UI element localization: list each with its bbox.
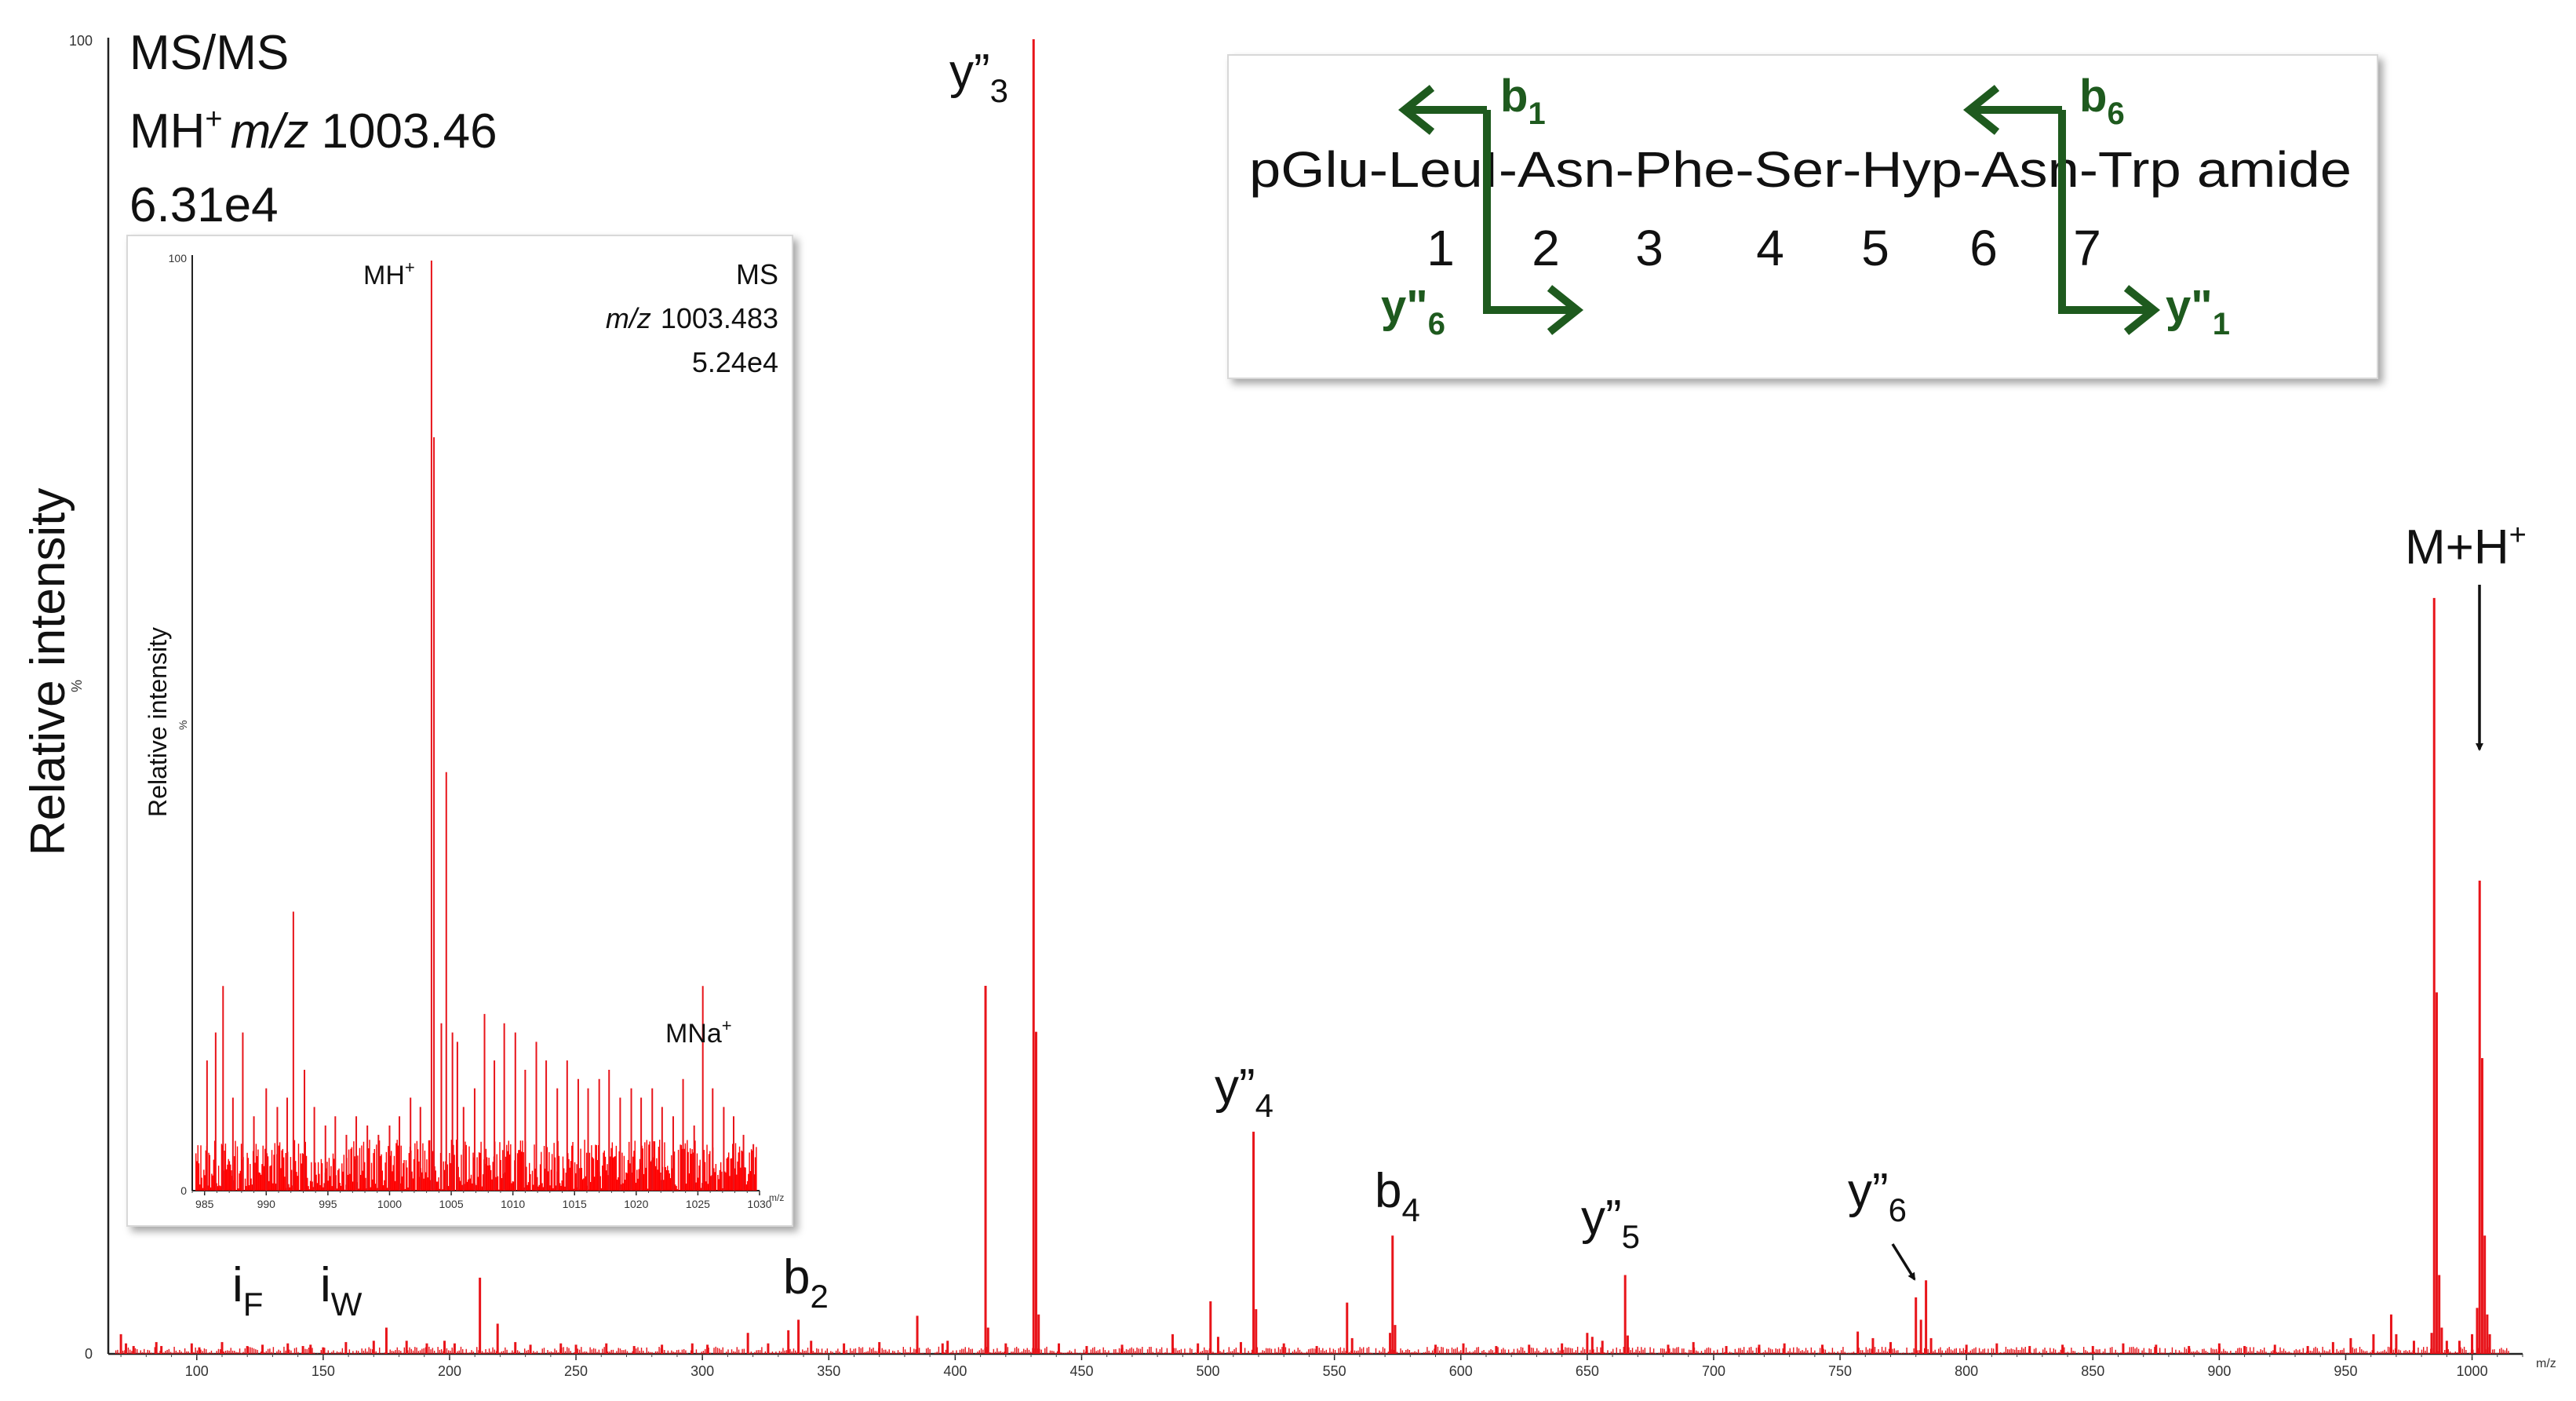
x-tick-label: 1000 [2457, 1363, 2488, 1379]
main-header-italic: m/z [231, 104, 309, 159]
position-number-4: 4 [1756, 220, 1784, 276]
x-tick-label: 1010 [501, 1198, 525, 1210]
inset-annot-mh: MH+ [363, 257, 415, 290]
annot-y6: y”6 [1848, 1164, 1907, 1228]
annot-y3: y”3 [949, 45, 1008, 109]
position-number-3: 3 [1635, 220, 1663, 276]
cleavage-arrow-b1-y6 [1397, 85, 1584, 335]
annot-mh: M+H+ [2405, 519, 2527, 575]
x-tick-label: 400 [943, 1363, 967, 1379]
x-tick-label: 1030 [747, 1198, 771, 1210]
x-tick-label: 150 [312, 1363, 335, 1379]
inset-header-line-1: MS [736, 258, 778, 290]
annot-y5: y”5 [1581, 1191, 1640, 1255]
x-tick-label: 500 [1197, 1363, 1220, 1379]
peptide-sequence: pGlu-LeuI-Asn-Phe-Ser-Hyp-Asn-Trp amide [1249, 141, 2352, 198]
x-tick-label: 850 [2081, 1363, 2104, 1379]
x-tick-label: 1000 [377, 1198, 402, 1210]
inset-header-value: 1003.483 [661, 302, 778, 334]
main-ytick-0: 0 [85, 1346, 93, 1362]
x-tick-label: 990 [257, 1198, 276, 1210]
position-number-1: 1 [1426, 220, 1455, 276]
inset-x-unit: m/z [769, 1192, 784, 1203]
sequence-panel: pGlu-LeuI-Asn-Phe-Ser-Hyp-Asn-Trp amide … [1227, 54, 2378, 379]
fragment-label-b6: b6 [2079, 71, 2125, 131]
x-tick-label: 200 [438, 1363, 461, 1379]
x-tick-label: 1005 [439, 1198, 463, 1210]
inset-annot-mna: MNa+ [665, 1016, 732, 1049]
main-ytick-100: 100 [69, 33, 93, 49]
fragment-label-y6: y"6 [1381, 281, 1445, 341]
main-x-ticks: 100 150 200 250 300 350 400 450 500 550 600 650 700 7… [120, 1354, 2523, 1379]
inset-frame [126, 235, 793, 1227]
inset-header-italic: m/z [606, 302, 651, 334]
position-number-6: 6 [1969, 220, 1998, 276]
main-header-line-1: MS/MS [129, 26, 289, 80]
position-number-5: 5 [1861, 220, 1889, 276]
inset-y-axis-label: Relative intensity [144, 627, 172, 817]
x-tick-label: 650 [1576, 1363, 1599, 1379]
x-tick-label: 995 [319, 1198, 337, 1210]
position-number-7: 7 [2073, 220, 2101, 276]
main-header-line-3: 6.31e4 [129, 178, 279, 232]
main-header-value: 1003.46 [322, 104, 497, 159]
annot-iW: iW [320, 1258, 363, 1323]
x-tick-label: 700 [1702, 1363, 1725, 1379]
x-tick-label: 300 [690, 1363, 714, 1379]
x-tick-label: 985 [195, 1198, 214, 1210]
inset-y-percent-marker: % [177, 721, 189, 730]
x-tick-label: 1020 [624, 1198, 648, 1210]
position-number-2: 2 [1532, 220, 1560, 276]
x-tick-label: 450 [1069, 1363, 1093, 1379]
cleavage-arrow-b6-y1 [1962, 85, 2161, 335]
fragment-label-y1: y"1 [2166, 281, 2230, 341]
inset-x-ticks: 985 990 995 1000 1005 1010 1015 1020 1025 1030 [191, 1191, 772, 1210]
inset-ytick-100: 100 [169, 252, 188, 265]
inset-header-line-3: 5.24e4 [692, 346, 778, 378]
inset-peaks [195, 261, 757, 1191]
annot-b4: b4 [1375, 1164, 1420, 1228]
inset-ytick-0: 0 [180, 1184, 187, 1197]
main-y-axis-label: Relative intensity [21, 488, 75, 856]
annot-b2: b2 [783, 1250, 829, 1315]
x-tick-label: 350 [817, 1363, 840, 1379]
main-x-unit: m/z [2536, 1357, 2556, 1370]
main-header-prefix: MH [129, 104, 205, 159]
x-tick-label: 600 [1449, 1363, 1473, 1379]
x-tick-label: 1015 [563, 1198, 587, 1210]
main-y-percent-marker: % [69, 680, 85, 692]
inset-header-line-2: m/z 1003.483 [606, 302, 778, 334]
x-tick-label: 550 [1323, 1363, 1346, 1379]
x-tick-label: 800 [1955, 1363, 1978, 1379]
annot-y4: y”4 [1215, 1060, 1273, 1124]
annot-iF: iF [232, 1258, 263, 1323]
x-tick-label: 900 [2207, 1363, 2231, 1379]
x-tick-label: 1025 [686, 1198, 710, 1210]
x-tick-label: 750 [1828, 1363, 1852, 1379]
x-tick-label: 100 [185, 1363, 209, 1379]
main-peaks [115, 39, 2509, 1354]
annot-y6-arrow [1891, 1243, 1916, 1281]
main-spectrum: 100 0 % Relative intensity 100 150 200 250 3… [21, 26, 2556, 1379]
fragment-label-b1: b1 [1500, 71, 1546, 131]
inset-spectrum-panel: 100 0 % Relative intensity 985 990 995 1000… [126, 235, 793, 1227]
main-header-line-2: MH+ m/z 1003.46 [129, 103, 497, 159]
main-header-sup: + [205, 103, 222, 136]
x-tick-label: 950 [2334, 1363, 2357, 1379]
x-tick-label: 250 [564, 1363, 588, 1379]
